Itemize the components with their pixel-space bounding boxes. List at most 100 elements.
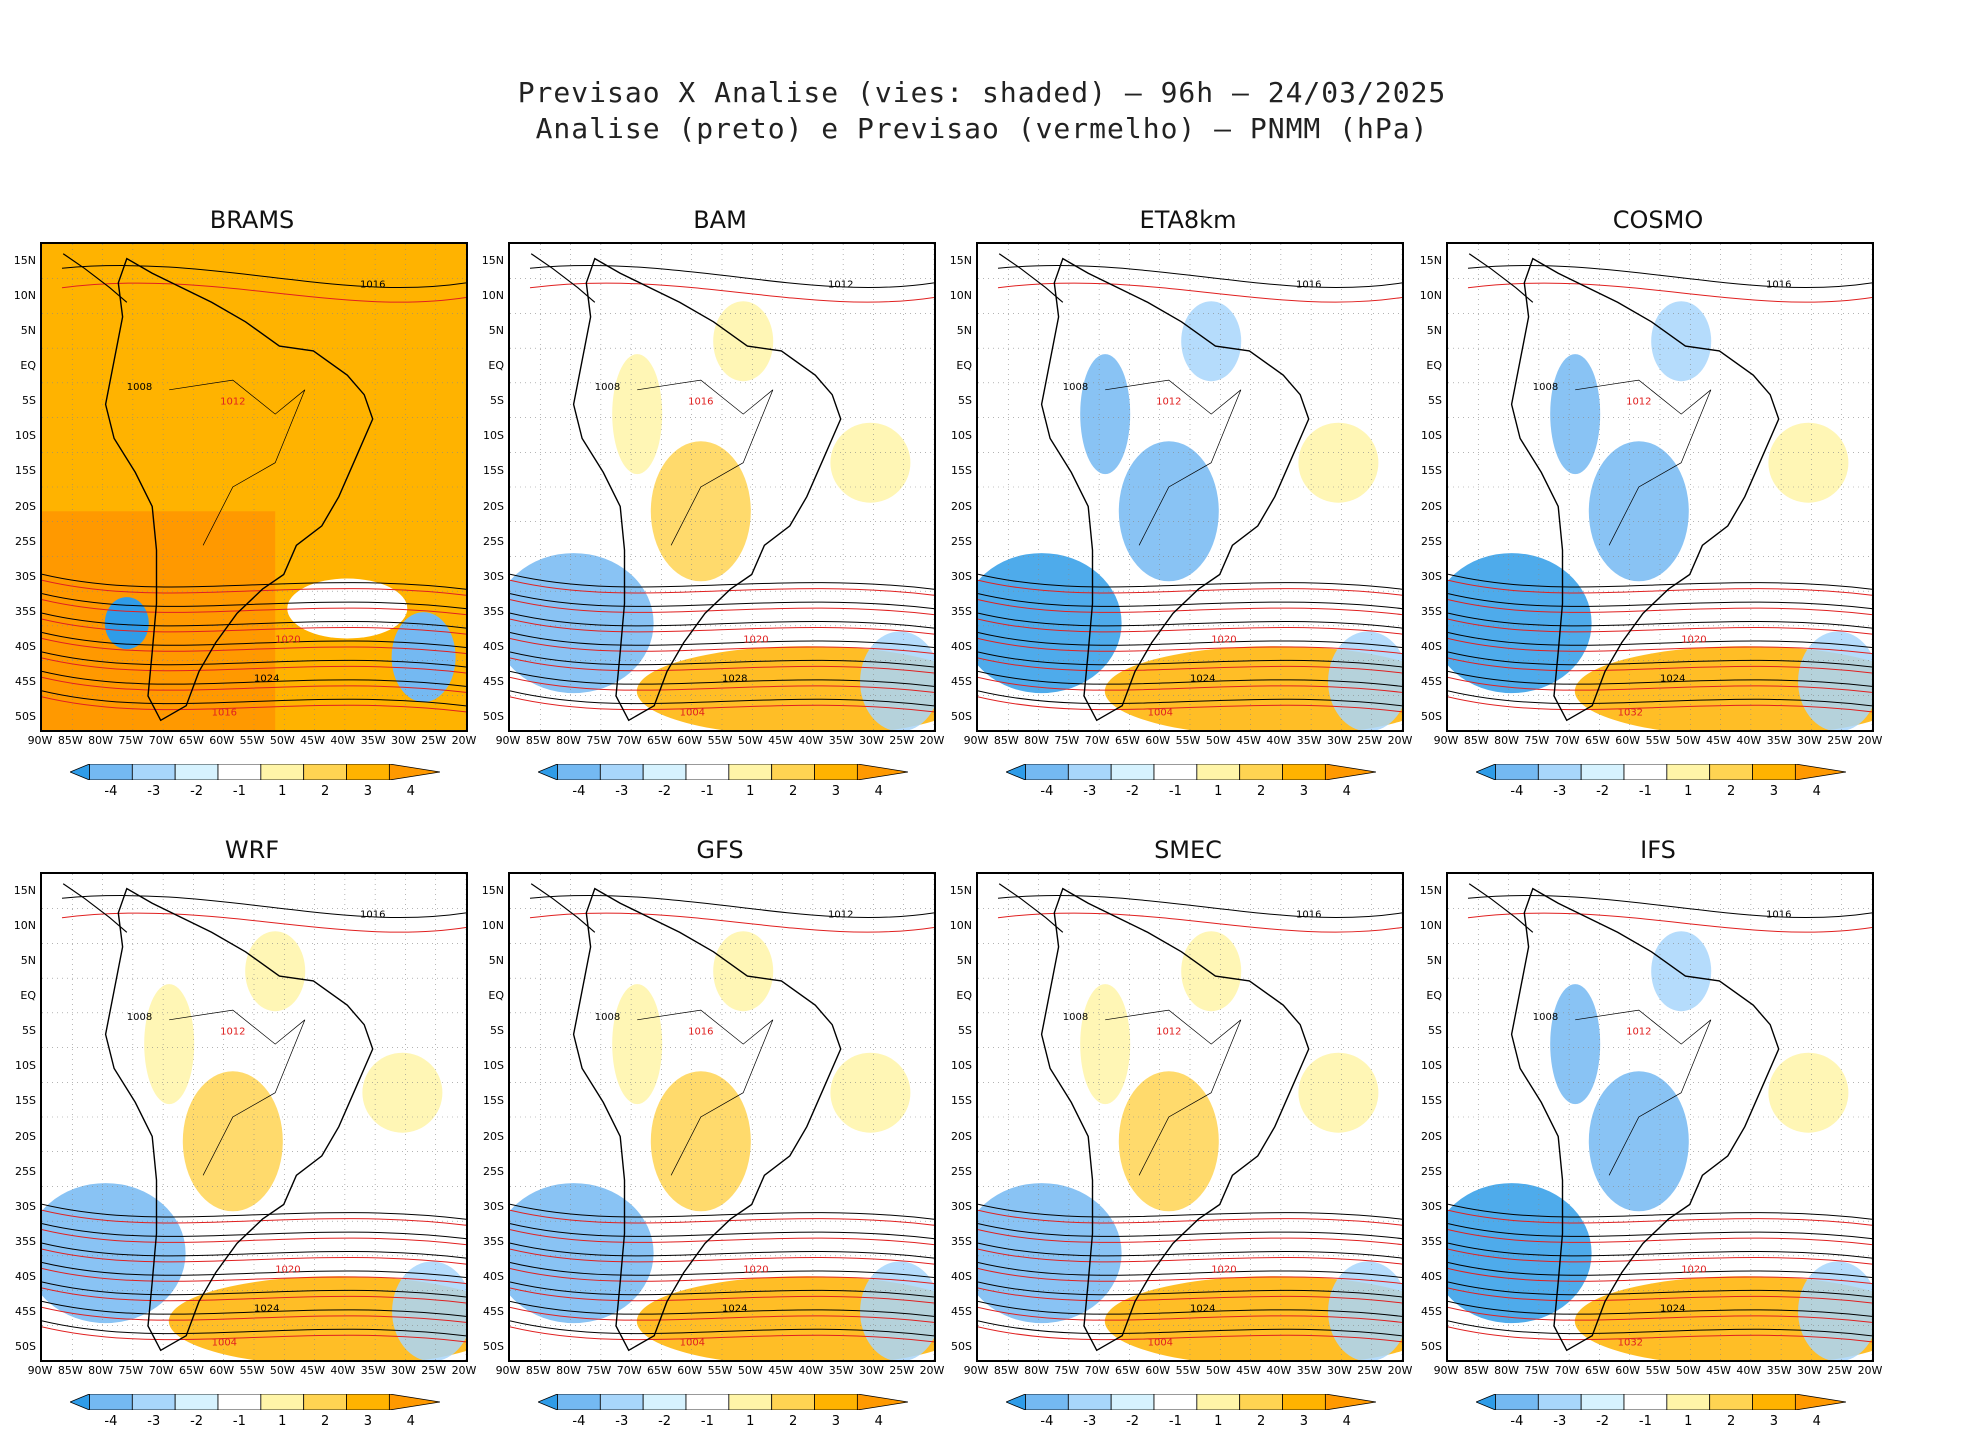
- bias-shade: [1448, 553, 1592, 694]
- analysis-isobar: [510, 651, 934, 668]
- forecast-isobar: [1467, 912, 1872, 933]
- lat-tick-label: 10S: [951, 1059, 972, 1073]
- panel-title: BAM: [693, 206, 747, 234]
- lon-tick-label: 20W: [919, 734, 945, 747]
- forecast-isobar: [978, 657, 1402, 674]
- analysis-isobar: [42, 573, 466, 590]
- country-borders: [637, 1009, 774, 1176]
- colorbar: [1006, 764, 1376, 780]
- colorbar-segment: [1752, 1394, 1796, 1410]
- lat-tick-label: 30S: [951, 1199, 972, 1213]
- analysis-isobar: [978, 690, 1402, 707]
- lon-tick-label: 35W: [1296, 734, 1322, 747]
- figure-title-line2: Analise (preto) e Previsao (vermelho) – …: [535, 112, 1429, 145]
- colorbar-segment: [1495, 764, 1539, 780]
- colorbar-label: 3: [1769, 1414, 1779, 1429]
- forecast-isobar: [510, 1248, 934, 1265]
- isobar-label: 1012: [828, 910, 853, 921]
- lat-tick-label: EQ: [1426, 359, 1442, 373]
- lon-tick-label: 20W: [1387, 1364, 1413, 1377]
- forecast-isobar: [978, 638, 1402, 655]
- analysis-isobar: [1467, 265, 1872, 288]
- bias-shade: [42, 1183, 186, 1324]
- bias-shade: [1328, 631, 1402, 730]
- lat-tick-label: 50S: [483, 1339, 504, 1353]
- lat-tick-label: 15S: [15, 464, 36, 478]
- country-borders: [1105, 1009, 1242, 1176]
- colorbar-segment: [1153, 1394, 1198, 1410]
- lat-tick-label: 20S: [15, 499, 36, 513]
- forecast-isobar: [510, 579, 934, 596]
- lat-tick-label: 5S: [22, 394, 36, 408]
- forecast-isobar: [978, 1326, 1402, 1343]
- lat-tick-label: 10N: [13, 289, 36, 303]
- lon-tick-label: 50W: [1205, 1364, 1231, 1377]
- south-america-outline: [1510, 257, 1780, 722]
- colorbar-label: -1: [700, 1414, 714, 1429]
- lat-tick-label: 25S: [951, 534, 972, 548]
- map-plot: 1012 1016 1008 1020 1028 1004: [508, 242, 936, 732]
- isobar-label: 1012: [1626, 1026, 1651, 1037]
- forecast-isobar: [510, 638, 934, 655]
- analysis-isobar: [42, 1281, 466, 1298]
- lon-tick-label: 60W: [677, 734, 703, 747]
- lat-tick-label: 10N: [949, 919, 972, 933]
- lat-tick-label: 45S: [951, 1304, 972, 1318]
- lon-tick-label: 35W: [360, 734, 386, 747]
- lat-tick-label: 20S: [15, 1129, 36, 1143]
- lat-tick-label: 20S: [1421, 1129, 1442, 1143]
- forecast-isobar: [42, 696, 466, 713]
- forecast-isobar: [978, 676, 1402, 693]
- isobar-label: 1020: [1211, 635, 1236, 646]
- forecast-isobar: [978, 1209, 1402, 1226]
- lon-tick-label: 50W: [269, 734, 295, 747]
- analysis-isobar: [1448, 1281, 1872, 1298]
- central-america-outline: [1468, 883, 1534, 933]
- lat-tick-label: 20S: [1421, 499, 1442, 513]
- colorbar-segment: [599, 764, 644, 780]
- colorbar-segment: [346, 764, 390, 780]
- lon-tick-label: 75W: [1054, 1364, 1080, 1377]
- isobar-label: 1016: [360, 280, 385, 291]
- analysis-isobar: [510, 1223, 934, 1240]
- bias-shade: [830, 422, 911, 503]
- lon-tick-label: 85W: [993, 1364, 1019, 1377]
- colorbar-label: -3: [1083, 784, 1097, 799]
- colorbar: [538, 764, 908, 780]
- analysis-isobar: [42, 1242, 466, 1259]
- lat-tick-label: 45S: [483, 1304, 504, 1318]
- analysis-isobar: [42, 670, 466, 687]
- lon-tick-label: 35W: [360, 1364, 386, 1377]
- colorbar-label: 3: [363, 1414, 373, 1429]
- isobar-label: 1012: [1626, 396, 1651, 407]
- lon-tick-label: 65W: [1114, 734, 1140, 747]
- lat-tick-label: 15N: [1419, 254, 1442, 267]
- lon-tick-label: 75W: [1524, 734, 1550, 747]
- isobar-label: 1004: [1148, 1337, 1173, 1348]
- analysis-isobar: [42, 593, 466, 610]
- bias-shade: [1298, 422, 1379, 503]
- isobar-label: 1016: [1296, 910, 1321, 921]
- lon-tick-label: 60W: [677, 1364, 703, 1377]
- colorbar-label: 1: [278, 1414, 287, 1429]
- bias-shade: [1118, 441, 1219, 582]
- bias-shade: [1298, 1052, 1379, 1133]
- lon-tick-label: 25W: [1357, 734, 1383, 747]
- lon-tick-label: 50W: [737, 734, 763, 747]
- bias-shade: [144, 984, 195, 1105]
- lat-tick-label: 25S: [15, 534, 36, 548]
- lon-tick-label: 85W: [57, 1364, 83, 1377]
- isobar-label: 1020: [275, 635, 300, 646]
- isobar-label: 1020: [1211, 1265, 1236, 1276]
- south-america-outline: [1040, 887, 1310, 1352]
- bias-shade: [392, 1261, 466, 1360]
- isobar-label: 1020: [1681, 635, 1706, 646]
- lon-tick-label: 20W: [919, 1364, 945, 1377]
- analysis-isobar: [1448, 1223, 1872, 1240]
- lat-tick-label: 5S: [490, 394, 504, 408]
- lon-tick-label: 80W: [1024, 734, 1049, 747]
- colorbar-segment: [771, 1394, 815, 1410]
- forecast-isobar: [510, 676, 934, 693]
- lon-tick-label: 40W: [330, 734, 356, 747]
- lat-tick-label: 30S: [15, 569, 36, 583]
